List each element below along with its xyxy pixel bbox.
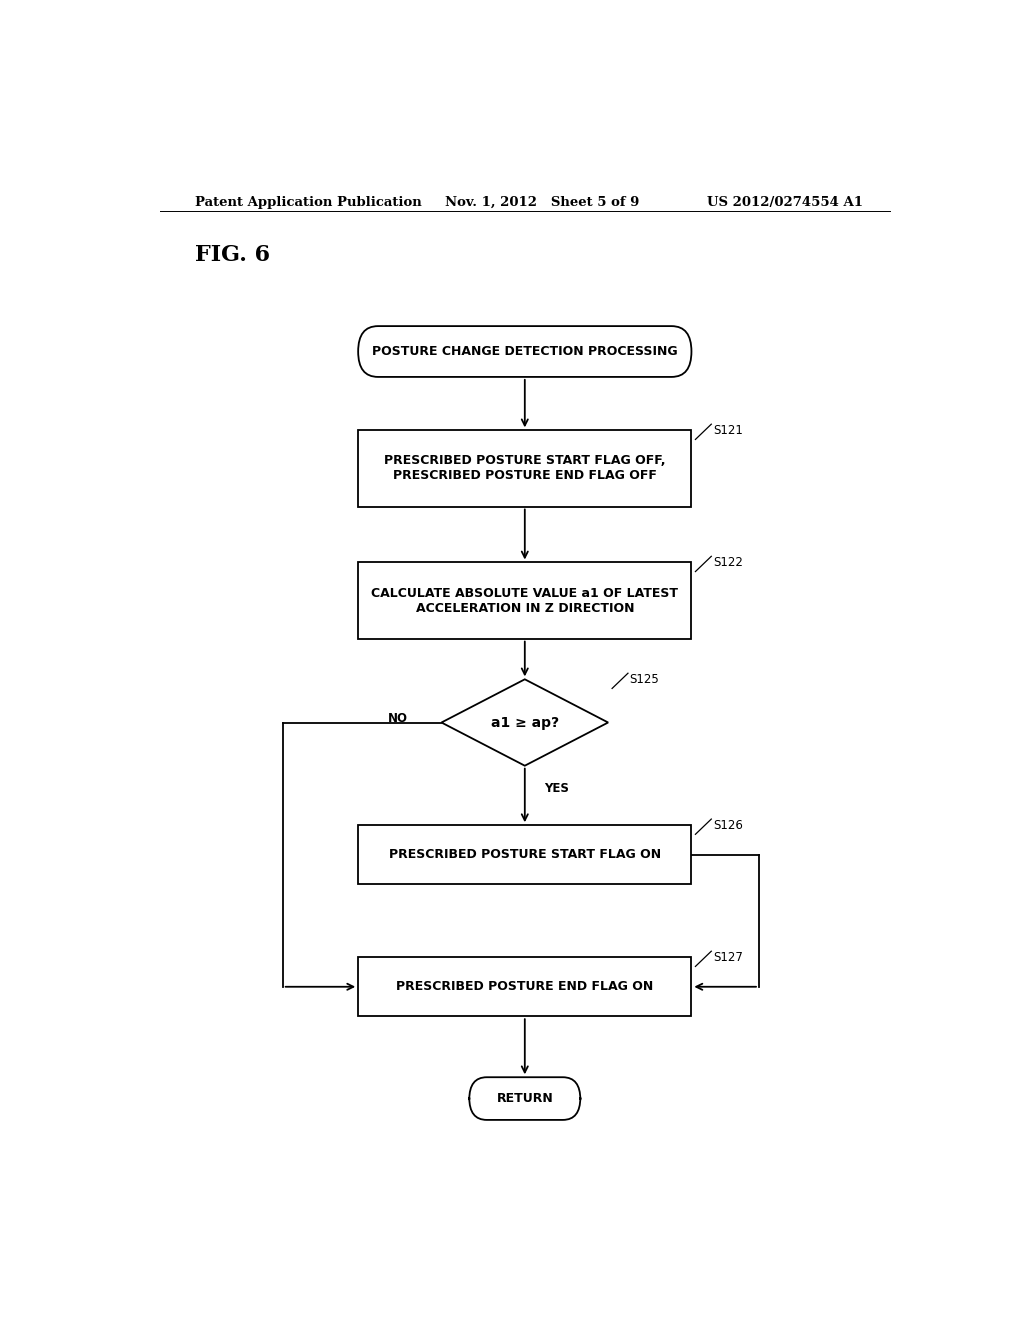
Text: NO: NO	[388, 711, 408, 725]
FancyBboxPatch shape	[358, 326, 691, 378]
Text: PRESCRIBED POSTURE START FLAG OFF,
PRESCRIBED POSTURE END FLAG OFF: PRESCRIBED POSTURE START FLAG OFF, PRESC…	[384, 454, 666, 482]
Text: RETURN: RETURN	[497, 1092, 553, 1105]
Text: a1 ≥ ap?: a1 ≥ ap?	[490, 715, 559, 730]
Text: S125: S125	[630, 673, 659, 686]
Text: Nov. 1, 2012   Sheet 5 of 9: Nov. 1, 2012 Sheet 5 of 9	[445, 195, 640, 209]
Text: PRESCRIBED POSTURE START FLAG ON: PRESCRIBED POSTURE START FLAG ON	[389, 849, 660, 861]
Text: PRESCRIBED POSTURE END FLAG ON: PRESCRIBED POSTURE END FLAG ON	[396, 981, 653, 993]
Text: S122: S122	[713, 556, 742, 569]
Text: S126: S126	[713, 818, 742, 832]
FancyBboxPatch shape	[358, 430, 691, 507]
Text: CALCULATE ABSOLUTE VALUE a1 OF LATEST
ACCELERATION IN Z DIRECTION: CALCULATE ABSOLUTE VALUE a1 OF LATEST AC…	[372, 586, 678, 615]
FancyBboxPatch shape	[358, 957, 691, 1016]
Text: S127: S127	[713, 950, 742, 964]
Text: YES: YES	[545, 781, 569, 795]
FancyBboxPatch shape	[358, 562, 691, 639]
Text: Patent Application Publication: Patent Application Publication	[196, 195, 422, 209]
Polygon shape	[441, 680, 608, 766]
Text: US 2012/0274554 A1: US 2012/0274554 A1	[708, 195, 863, 209]
Text: POSTURE CHANGE DETECTION PROCESSING: POSTURE CHANGE DETECTION PROCESSING	[372, 345, 678, 358]
Text: S121: S121	[713, 424, 742, 437]
FancyBboxPatch shape	[469, 1077, 581, 1119]
Text: FIG. 6: FIG. 6	[196, 244, 270, 265]
FancyBboxPatch shape	[358, 825, 691, 884]
